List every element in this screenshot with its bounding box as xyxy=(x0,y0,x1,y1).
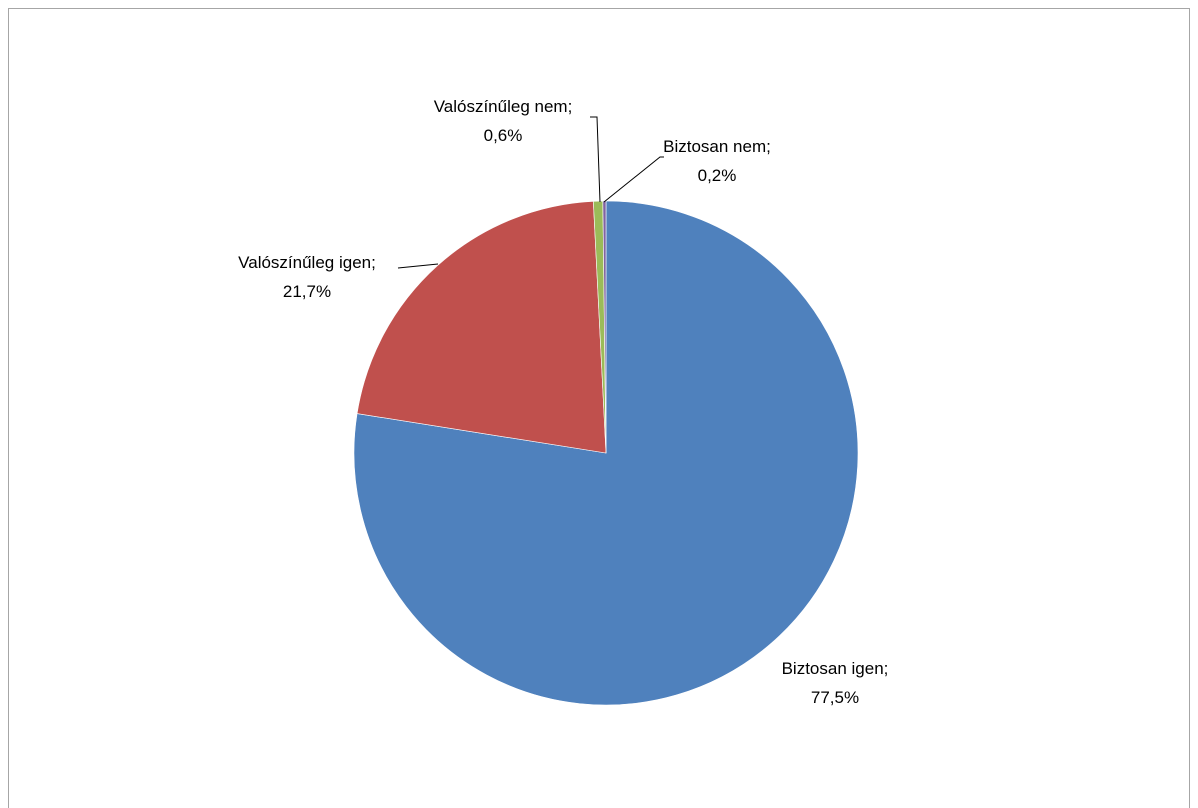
data-label-biztosan-nem: Biztosan nem; 0,2% xyxy=(663,137,771,185)
leader-line-biztosan-nem xyxy=(603,156,664,203)
data-labels: Biztosan igen; 77,5% Valószínűleg igen; 21,… xyxy=(238,97,888,707)
data-label-valószínűleg-nem: Valószínűleg nem; 0,6% xyxy=(434,97,573,145)
pie-slice-valószínűleg-igen xyxy=(356,201,607,454)
data-label-biztosan-igen: Biztosan igen; 77,5% xyxy=(782,659,889,707)
data-label-valószínűleg-igen: Valószínűleg igen; 21,7% xyxy=(238,253,376,301)
leader-line-valószínűleg-nem xyxy=(590,116,601,203)
pie-slices xyxy=(353,200,859,706)
leader-line-valószínűleg-igen xyxy=(397,263,439,269)
pie-chart: Biztosan igen; 77,5% Valószínűleg igen; 21,… xyxy=(238,97,888,707)
leader-lines xyxy=(397,116,664,269)
